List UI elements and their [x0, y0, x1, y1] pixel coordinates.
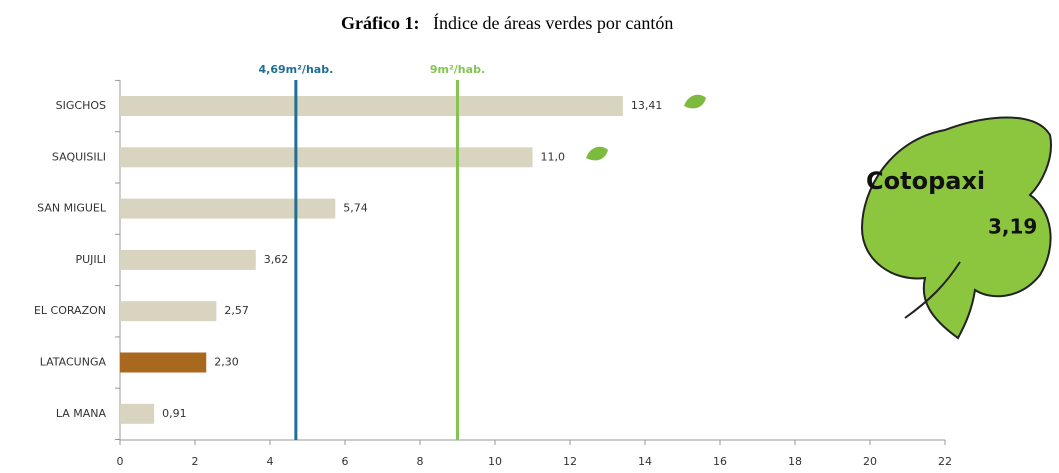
x-tick-label: 4 [267, 455, 274, 468]
bar [120, 403, 155, 424]
x-tick-label: 14 [638, 455, 652, 468]
y-tick-label: EL CORAZON [34, 304, 106, 317]
leaf-badge: Cotopaxi 3,19 [860, 116, 1052, 340]
bar [120, 96, 623, 116]
reference-label: 9m²/hab. [430, 63, 485, 76]
y-tick-label: SIGCHOS [56, 99, 106, 112]
y-tick-label: LATACUNGA [40, 356, 107, 369]
annotation-title: Cotopaxi [866, 167, 985, 195]
x-tick-label: 20 [863, 455, 877, 468]
bar [120, 352, 207, 373]
y-tick-label: SAQUISILI [52, 150, 106, 163]
x-tick-label: 10 [488, 455, 502, 468]
x-tick-label: 18 [788, 455, 802, 468]
x-tick-label: 6 [342, 455, 349, 468]
leaf-stem [904, 261, 961, 319]
value-label: 2,30 [214, 356, 239, 369]
bar [120, 301, 217, 322]
x-tick-label: 2 [192, 455, 199, 468]
y-tick-label: SAN MIGUEL [37, 202, 107, 215]
value-label: 2,57 [224, 304, 249, 317]
y-tick-label: PUJILI [75, 253, 106, 266]
value-label: 11,0 [541, 150, 566, 163]
x-tick-label: 8 [417, 455, 424, 468]
reference-label: 4,69m²/hab. [259, 63, 334, 76]
y-tick-label: LA MANA [56, 407, 107, 420]
annotation-label: 3,19 [988, 215, 1037, 239]
leaf-shape [860, 116, 1052, 340]
bar [120, 147, 533, 168]
bar [120, 249, 256, 270]
bar [120, 198, 336, 219]
value-label: 3,62 [264, 253, 289, 266]
small-leaf [586, 146, 608, 161]
x-tick-label: 12 [563, 455, 577, 468]
chart-title-label: Gráfico 1: [341, 13, 419, 33]
chart-title: Índice de áreas verdes por cantón [433, 12, 673, 33]
small-leaf [684, 94, 706, 109]
value-label: 0,91 [162, 407, 187, 420]
x-tick-label: 16 [713, 455, 727, 468]
x-tick-label: 22 [938, 455, 952, 468]
value-label: 5,74 [343, 202, 368, 215]
value-label: 13,41 [631, 99, 663, 112]
x-tick-label: 0 [117, 455, 124, 468]
